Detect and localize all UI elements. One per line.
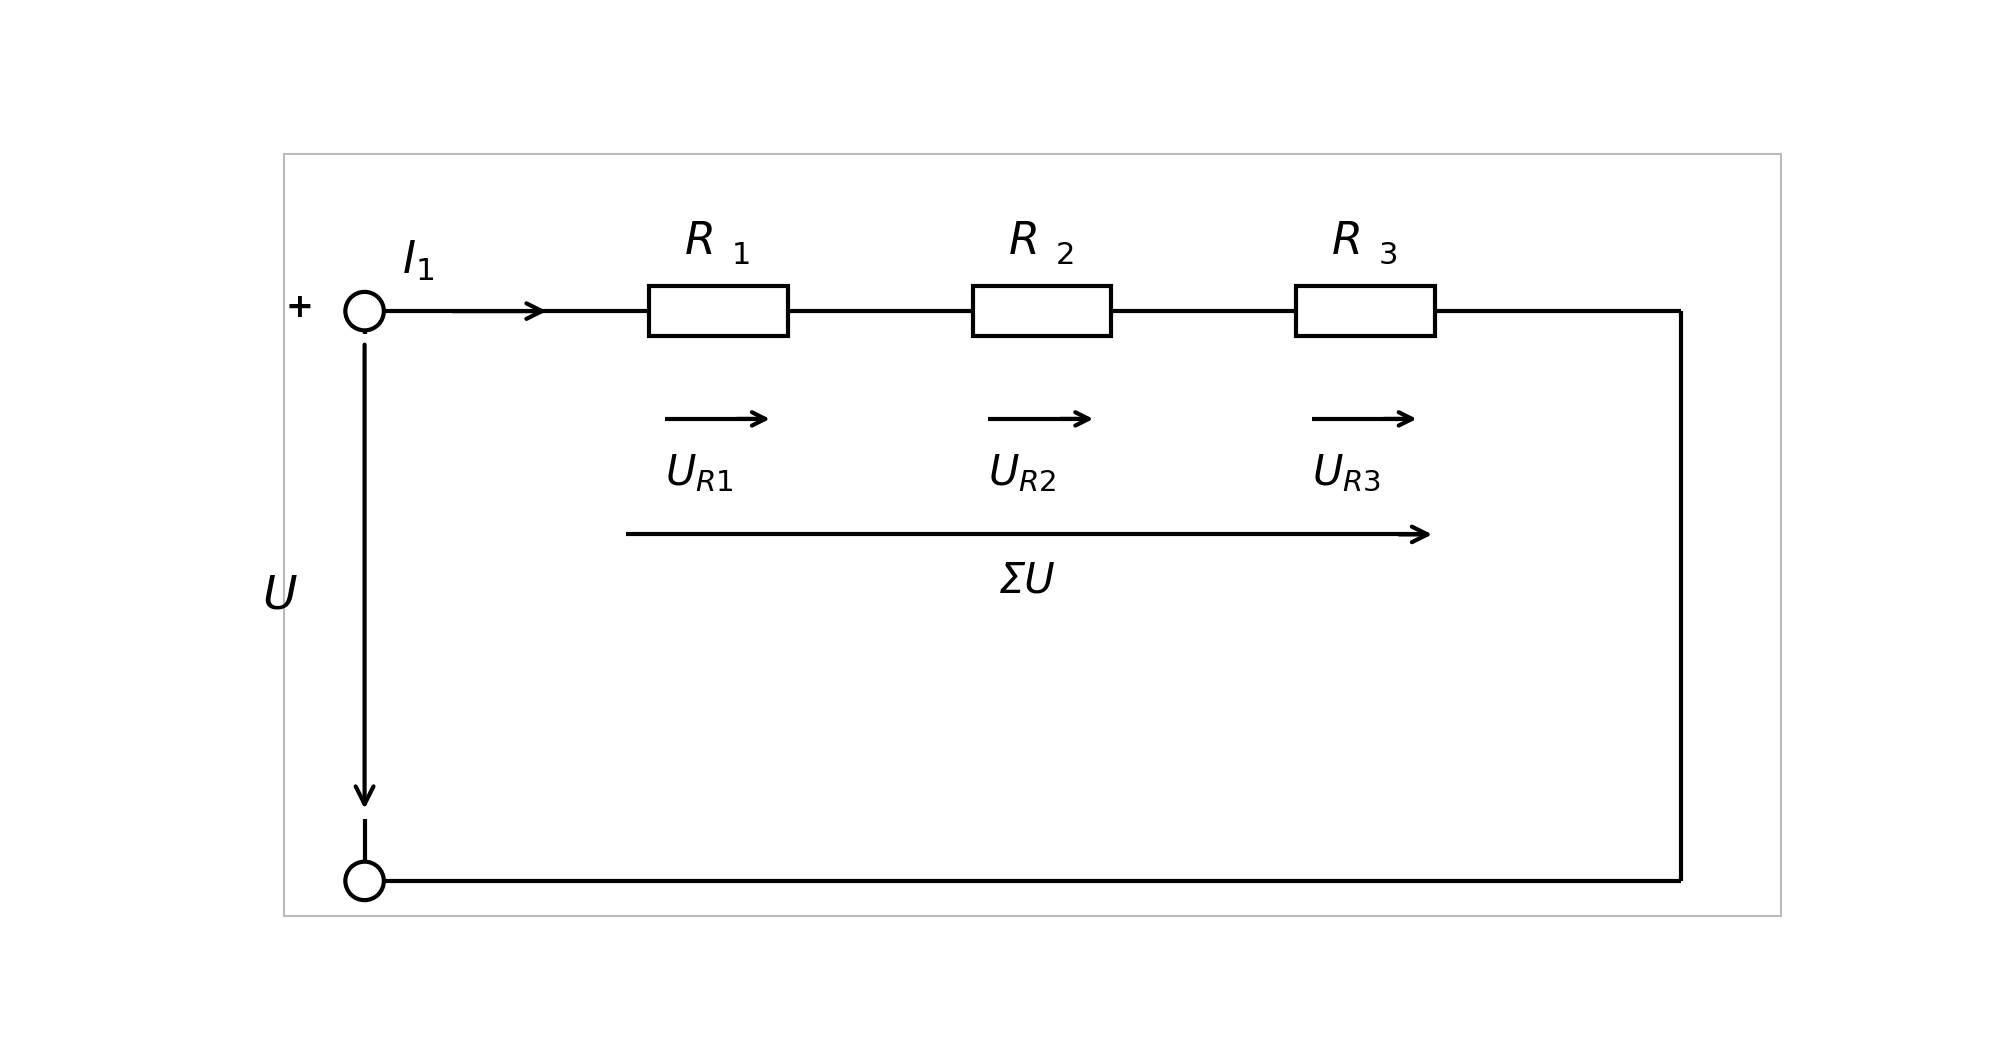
Text: $U_{R1}$: $U_{R1}$ [665, 452, 733, 493]
Text: +: + [286, 291, 312, 324]
Text: ΣU: ΣU [999, 559, 1055, 602]
Text: 3: 3 [1380, 241, 1398, 270]
Bar [1297, 286, 1434, 336]
Circle shape [344, 292, 385, 330]
Text: $U_{R2}$: $U_{R2}$ [989, 452, 1057, 493]
Text: $R$: $R$ [1007, 220, 1037, 264]
Text: $U_{R3}$: $U_{R3}$ [1311, 452, 1382, 493]
Bar [973, 286, 1112, 336]
Bar [649, 286, 787, 336]
Text: $R$: $R$ [685, 220, 713, 264]
Text: $I_1$: $I_1$ [403, 239, 435, 283]
Text: 1: 1 [731, 241, 751, 270]
Circle shape [344, 862, 385, 900]
Text: 2: 2 [1055, 241, 1075, 270]
Text: $R$: $R$ [1331, 220, 1359, 264]
Text: $U$: $U$ [262, 574, 298, 618]
